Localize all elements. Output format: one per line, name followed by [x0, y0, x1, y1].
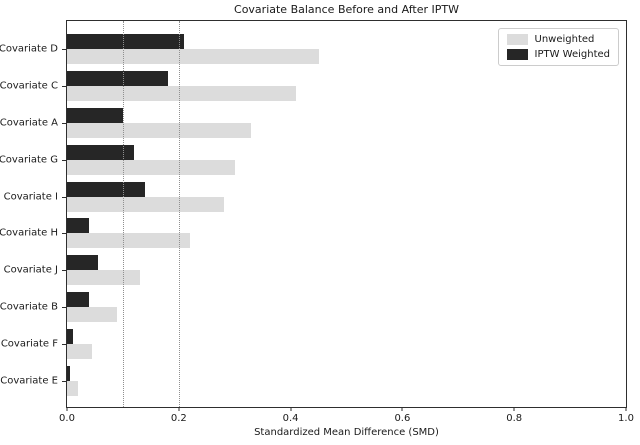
- bar-rows: Covariate D Covariate C Covariate A Covaria…: [0, 21, 626, 407]
- bar-unweighted: [67, 122, 252, 138]
- bar-row: Covariate C: [0, 68, 626, 105]
- y-tick-mark: [62, 49, 66, 51]
- bar-iptw-weighted: [67, 365, 70, 381]
- y-tick-mark: [62, 380, 66, 382]
- x-tick-label: 0.6: [394, 413, 411, 424]
- bar-row: Covariate F: [1, 325, 626, 362]
- x-tick-label: 0.2: [170, 413, 187, 424]
- y-axis-label: Covariate J: [3, 264, 58, 276]
- bar-iptw-weighted: [67, 218, 90, 234]
- y-tick-mark: [62, 270, 66, 272]
- bar-unweighted: [67, 270, 140, 286]
- y-axis-label: Covariate G: [0, 154, 58, 166]
- bar-row: Covariate E: [0, 362, 626, 399]
- x-axis-label: Standardized Mean Difference (SMD): [254, 427, 439, 438]
- y-axis-label: Covariate D: [0, 43, 58, 55]
- legend-label-iptw-weighted: IPTW Weighted: [534, 49, 611, 60]
- legend: Unweighted IPTW Weighted: [497, 28, 619, 66]
- bar-iptw-weighted: [67, 34, 185, 50]
- bar-row: Covariate H: [0, 215, 626, 252]
- bar-row: Covariate G: [0, 141, 626, 178]
- bar-iptw-weighted: [67, 107, 123, 123]
- bar-unweighted: [67, 159, 235, 175]
- legend-swatch-iptw-weighted: [506, 49, 528, 60]
- y-tick-mark: [62, 306, 66, 308]
- y-axis-label: Covariate A: [0, 117, 58, 129]
- bar-unweighted: [67, 380, 79, 396]
- bar-unweighted: [67, 343, 93, 359]
- bar-row: Covariate B: [0, 289, 626, 326]
- y-axis-label: Covariate H: [0, 227, 58, 239]
- bar-iptw-weighted: [67, 255, 98, 271]
- x-tick-label: 0.0: [59, 413, 75, 424]
- chart-title: Covariate Balance Before and After IPTW: [234, 3, 459, 16]
- y-axis-label: Covariate E: [0, 375, 58, 387]
- y-tick-mark: [62, 86, 66, 88]
- y-axis-label: Covariate C: [0, 80, 58, 92]
- y-tick-mark: [62, 196, 66, 198]
- x-axis: 0.0 0.2 0.4 0.6 0.8 1.0: [59, 407, 634, 429]
- plot-area: Covariate D Covariate C Covariate A Covaria…: [0, 20, 634, 424]
- legend-item-iptw-weighted: IPTW Weighted: [506, 49, 611, 60]
- y-tick-mark: [62, 122, 66, 124]
- bar-row: Covariate I: [4, 178, 626, 215]
- x-tick-mark: [513, 407, 515, 411]
- bar-row: Covariate J: [4, 252, 626, 289]
- y-tick-mark: [62, 159, 66, 161]
- bar-iptw-weighted: [67, 181, 146, 197]
- bar-row: Covariate D: [0, 31, 626, 68]
- bar-iptw-weighted: [67, 291, 90, 307]
- legend-item-unweighted: Unweighted: [506, 34, 611, 45]
- bar-unweighted: [67, 49, 319, 65]
- y-tick-mark: [62, 343, 66, 345]
- y-axis-label: Covariate B: [0, 301, 58, 313]
- x-tick-mark: [178, 407, 180, 411]
- bar-unweighted: [67, 306, 118, 322]
- x-tick-mark: [625, 407, 627, 411]
- reference-line: [122, 21, 124, 407]
- y-axis-label: Covariate F: [0, 338, 58, 350]
- bar-iptw-weighted: [67, 328, 73, 344]
- x-tick-mark: [290, 407, 292, 411]
- bar-iptw-weighted: [67, 71, 168, 87]
- reference-line: [178, 21, 180, 407]
- y-tick-mark: [62, 233, 66, 235]
- x-tick-mark: [401, 407, 403, 411]
- bar-unweighted: [67, 86, 297, 102]
- legend-label-unweighted: Unweighted: [534, 34, 595, 45]
- y-axis-label: Covariate I: [3, 191, 58, 203]
- x-tick-mark: [66, 407, 68, 411]
- x-tick-label: 1.0: [618, 413, 634, 424]
- legend-swatch-unweighted: [506, 34, 528, 45]
- x-tick-label: 0.4: [282, 413, 299, 424]
- bar-unweighted: [67, 233, 190, 249]
- bar-row: Covariate A: [0, 105, 626, 142]
- bar-iptw-weighted: [67, 144, 135, 160]
- x-tick-label: 0.8: [506, 413, 523, 424]
- bar-unweighted: [67, 196, 224, 212]
